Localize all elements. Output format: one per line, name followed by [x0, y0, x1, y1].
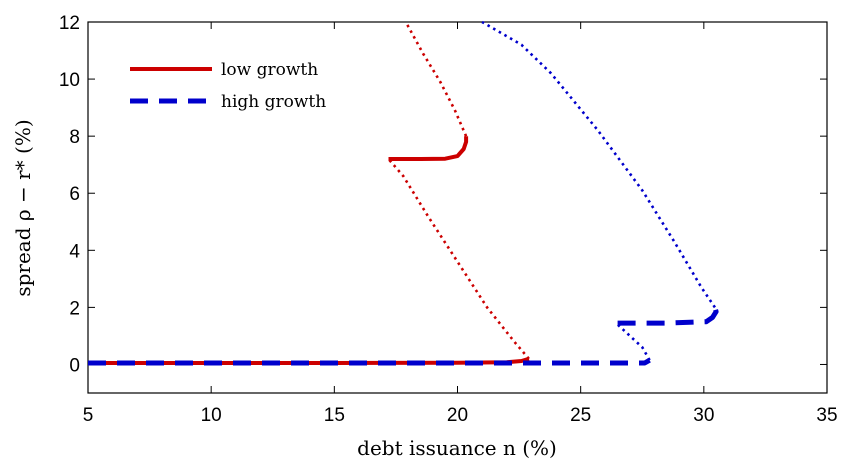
y-tick-label: 12	[59, 13, 80, 34]
y-tick-label: 10	[59, 70, 80, 91]
y-axis-label: spread ρ − r* (%)	[11, 119, 35, 296]
x-tick-label: 30	[693, 405, 714, 426]
x-tick-label: 15	[324, 405, 345, 426]
x-tick-label: 25	[570, 405, 591, 426]
x-tick-label: 10	[201, 405, 222, 426]
legend: low growth high growth	[130, 60, 326, 112]
series-line-solid	[388, 136, 469, 161]
series-layer	[88, 20, 719, 366]
series-line-dotted	[616, 323, 651, 361]
x-tick-label: 35	[816, 405, 837, 426]
series-line-dashed	[617, 306, 719, 326]
y-tick-label: 0	[69, 355, 80, 376]
series-line-dotted	[387, 158, 530, 360]
series-high-growth	[88, 20, 719, 366]
axis-ticks: 5 10 15 20 25 30 35 0 2 4 6 8 10 12	[59, 13, 838, 426]
legend-label-low-growth: low growth	[221, 60, 318, 80]
x-axis-label: debt issuance n (%)	[357, 436, 557, 460]
legend-label-high-growth: high growth	[221, 92, 326, 112]
x-tick-label: 5	[83, 405, 94, 426]
y-tick-label: 6	[69, 184, 80, 205]
series-line-dashed	[88, 358, 651, 366]
y-tick-label: 2	[69, 298, 80, 319]
y-tick-label: 4	[69, 241, 80, 262]
x-tick-label: 20	[447, 405, 468, 426]
series-line-dotted	[481, 20, 716, 309]
series-line-dotted	[404, 21, 468, 137]
y-tick-label: 8	[69, 127, 80, 148]
plot-frame	[87, 21, 828, 394]
